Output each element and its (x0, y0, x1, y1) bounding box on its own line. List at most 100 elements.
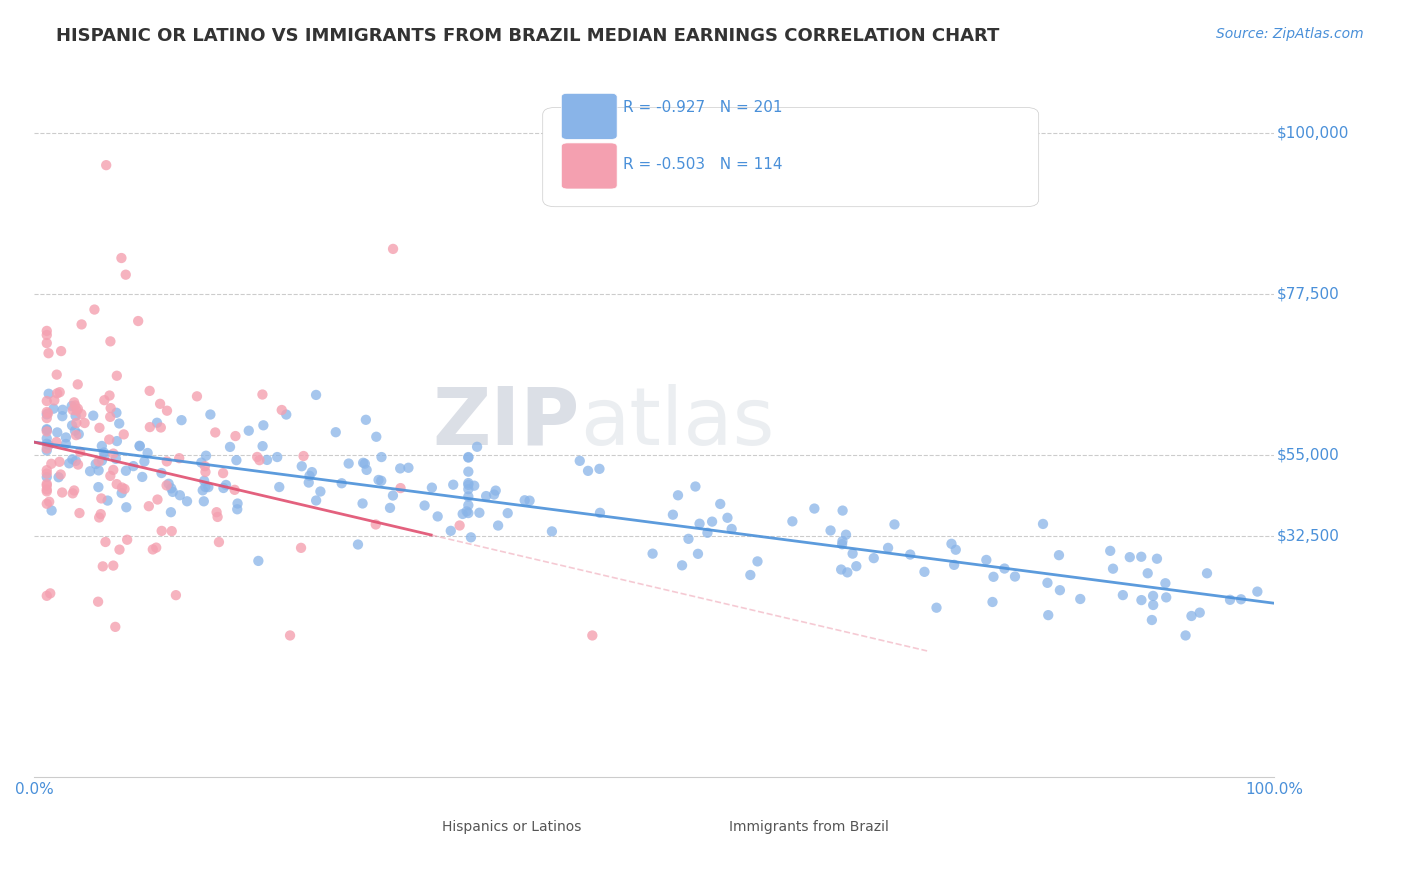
Immigrants from Brazil (156, 403, 179, 417)
Hispanics or Latinos (513, 493, 536, 508)
Hispanics or Latinos (252, 418, 274, 433)
Immigrants from Brazil (114, 482, 136, 496)
Hispanics or Latinos (457, 478, 479, 492)
Hispanics or Latinos (65, 454, 87, 468)
Hispanics or Latinos (79, 464, 101, 478)
Immigrants from Brazil (66, 458, 89, 472)
FancyBboxPatch shape (543, 108, 1039, 207)
Hispanics or Latinos (685, 479, 707, 493)
Hispanics or Latinos (238, 424, 260, 438)
Hispanics or Latinos (91, 453, 114, 467)
Hispanics or Latinos (1140, 613, 1163, 627)
Hispanics or Latinos (831, 503, 853, 517)
Immigrants from Brazil (149, 420, 172, 434)
Hispanics or Latinos (122, 459, 145, 474)
Hispanics or Latinos (877, 541, 900, 555)
Hispanics or Latinos (486, 518, 509, 533)
Hispanics or Latinos (925, 600, 948, 615)
Hispanics or Latinos (468, 506, 491, 520)
Text: R = -0.927   N = 201: R = -0.927 N = 201 (623, 100, 783, 115)
Hispanics or Latinos (35, 423, 58, 437)
Hispanics or Latinos (420, 481, 443, 495)
Immigrants from Brazil (246, 450, 269, 464)
Immigrants from Brazil (146, 492, 169, 507)
Immigrants from Brazil (39, 457, 62, 471)
FancyBboxPatch shape (561, 94, 617, 139)
Hispanics or Latinos (134, 454, 156, 468)
Hispanics or Latinos (131, 470, 153, 484)
Hispanics or Latinos (35, 436, 58, 450)
Hispanics or Latinos (247, 554, 270, 568)
Hispanics or Latinos (696, 525, 718, 540)
Hispanics or Latinos (1154, 591, 1177, 605)
Hispanics or Latinos (67, 427, 90, 442)
Immigrants from Brazil (35, 394, 58, 409)
Immigrants from Brazil (44, 393, 66, 408)
Hispanics or Latinos (136, 446, 159, 460)
Hispanics or Latinos (60, 418, 83, 433)
Hispanics or Latinos (82, 409, 104, 423)
Hispanics or Latinos (195, 449, 218, 463)
Hispanics or Latinos (105, 406, 128, 420)
Hispanics or Latinos (41, 503, 63, 517)
Immigrants from Brazil (35, 411, 58, 425)
Hispanics or Latinos (666, 488, 689, 502)
Hispanics or Latinos (1246, 584, 1268, 599)
Immigrants from Brazil (62, 486, 84, 500)
Immigrants from Brazil (103, 558, 125, 573)
Immigrants from Brazil (96, 158, 118, 172)
Immigrants from Brazil (212, 466, 235, 480)
Immigrants from Brazil (87, 595, 110, 609)
Hispanics or Latinos (356, 463, 378, 477)
Immigrants from Brazil (145, 541, 167, 555)
Hispanics or Latinos (1102, 562, 1125, 576)
Immigrants from Brazil (156, 454, 179, 468)
Immigrants from Brazil (35, 478, 58, 492)
Hispanics or Latinos (269, 480, 291, 494)
FancyBboxPatch shape (561, 143, 617, 189)
Hispanics or Latinos (301, 465, 323, 479)
FancyBboxPatch shape (357, 801, 392, 831)
Hispanics or Latinos (219, 440, 242, 454)
Immigrants from Brazil (208, 535, 231, 549)
Hispanics or Latinos (943, 558, 966, 572)
Hispanics or Latinos (641, 547, 664, 561)
Hispanics or Latinos (740, 568, 762, 582)
Hispanics or Latinos (55, 437, 77, 451)
Hispanics or Latinos (862, 551, 884, 566)
Immigrants from Brazil (224, 483, 246, 497)
Immigrants from Brazil (49, 344, 72, 359)
Immigrants from Brazil (138, 384, 160, 398)
Hispanics or Latinos (256, 453, 278, 467)
Hispanics or Latinos (1195, 566, 1218, 581)
Hispanics or Latinos (60, 452, 83, 467)
Hispanics or Latinos (440, 524, 463, 538)
Hispanics or Latinos (200, 408, 222, 422)
Immigrants from Brazil (35, 589, 58, 603)
Immigrants from Brazil (35, 425, 58, 439)
Hispanics or Latinos (84, 457, 107, 471)
Hispanics or Latinos (941, 537, 963, 551)
Immigrants from Brazil (138, 499, 160, 513)
Hispanics or Latinos (898, 548, 921, 562)
Immigrants from Brazil (35, 405, 58, 419)
Immigrants from Brazil (35, 442, 58, 456)
Hispanics or Latinos (835, 527, 858, 541)
Hispanics or Latinos (983, 570, 1005, 584)
Immigrants from Brazil (89, 421, 111, 435)
Hispanics or Latinos (60, 399, 83, 413)
Hispanics or Latinos (352, 456, 374, 470)
Immigrants from Brazil (100, 334, 122, 349)
Hispanics or Latinos (193, 474, 215, 488)
Hispanics or Latinos (482, 487, 505, 501)
Immigrants from Brazil (73, 416, 96, 430)
Hispanics or Latinos (63, 424, 86, 438)
Hispanics or Latinos (485, 483, 508, 498)
Hispanics or Latinos (194, 480, 217, 494)
Immigrants from Brazil (382, 242, 405, 256)
Immigrants from Brazil (142, 542, 165, 557)
Hispanics or Latinos (541, 524, 564, 539)
Immigrants from Brazil (194, 459, 217, 474)
Immigrants from Brazil (48, 455, 70, 469)
Hispanics or Latinos (352, 496, 374, 510)
